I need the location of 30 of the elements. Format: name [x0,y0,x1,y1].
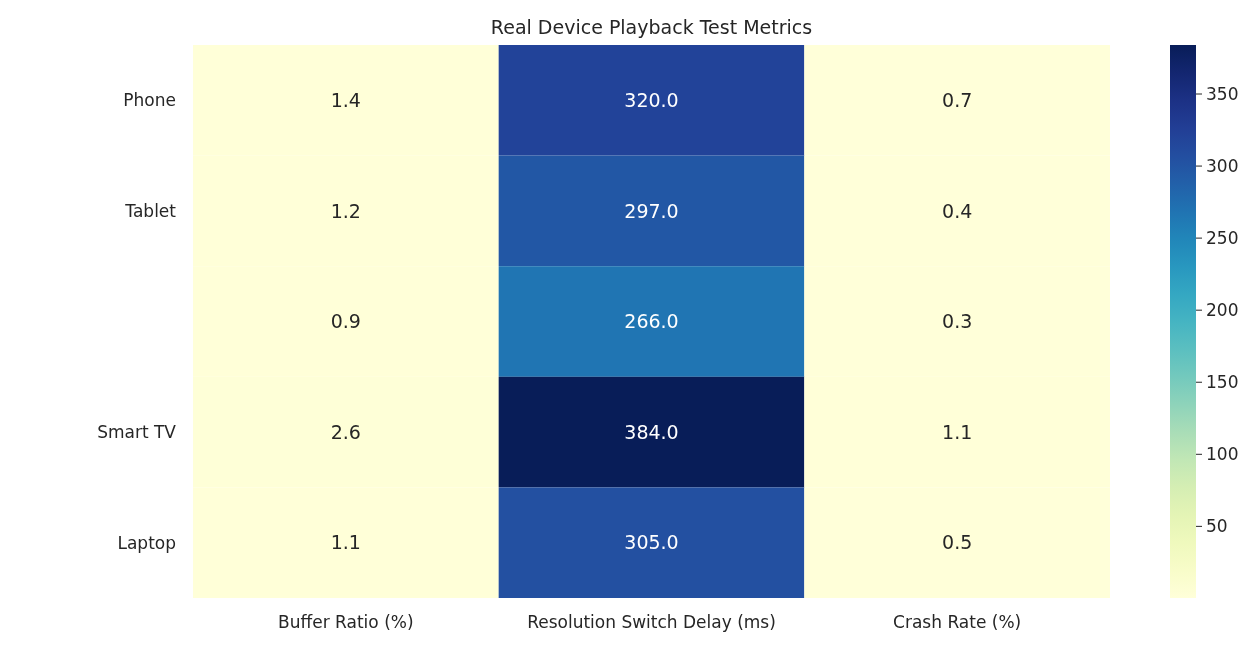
data-label: 2.6 [330,420,361,443]
data-label: 1.1 [942,420,973,443]
data-label: 1.4 [330,88,361,111]
data-label: 297.0 [624,199,679,222]
data-label: 0.3 [942,310,973,333]
color-bar-label: 300 [1206,156,1239,177]
y-tick-label: Tablet [124,200,177,221]
x-tick-label: Crash Rate (%) [893,612,1022,632]
y-tick-label: Phone [123,90,176,111]
data-label: 1.2 [330,199,361,222]
data-label: 266.0 [624,310,679,333]
color-bar-label: 250 [1206,228,1239,249]
color-bar-label: 150 [1206,372,1239,393]
color-bar-label: 200 [1206,300,1239,321]
y-tick-label: Laptop [117,532,176,553]
data-label: 320.0 [624,88,679,111]
color-bar-label: 50 [1206,516,1228,537]
data-label: 305.0 [624,531,679,554]
color-bar-label: 100 [1206,444,1239,465]
color-bar-label: 350 [1206,83,1239,104]
data-label: 0.9 [330,310,361,333]
data-label: 384.0 [624,420,679,443]
data-label: 0.4 [942,199,973,222]
x-tick-label: Resolution Switch Delay (ms) [527,612,776,632]
data-label: 1.1 [330,531,361,554]
data-label: 0.7 [942,88,973,111]
data-label: 0.5 [942,531,973,554]
chart-title: Real Device Playback Test Metrics [490,16,813,38]
x-tick-label: Buffer Ratio (%) [278,612,414,632]
y-tick-label: Smart TV [97,422,177,443]
